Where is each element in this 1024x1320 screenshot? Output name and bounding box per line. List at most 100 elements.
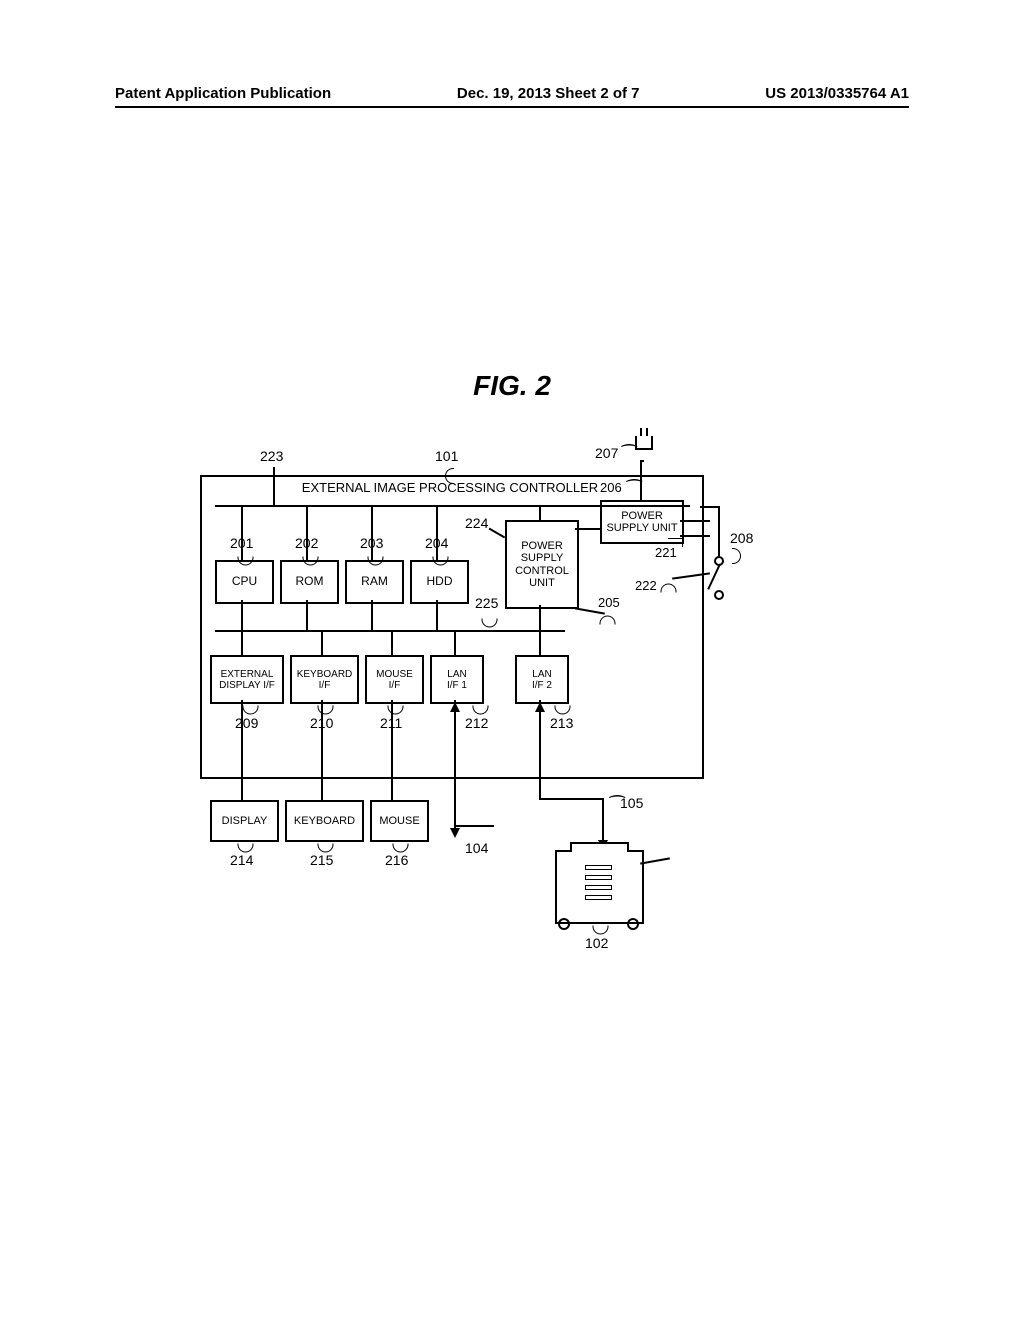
keyboard-if-block: KEYBOARD I/F — [290, 655, 359, 704]
lan1-horiz — [454, 825, 494, 827]
ref-213: 213 — [550, 715, 573, 731]
hdd-down — [436, 600, 438, 630]
ref-211: 211 — [380, 715, 402, 731]
ref-204: 204 — [425, 535, 448, 551]
ref-102: 102 — [585, 935, 608, 951]
keyboard-block: KEYBOARD — [285, 800, 364, 842]
ref-208: 208 — [730, 530, 753, 546]
psc-to-lan2 — [539, 605, 541, 655]
printer-tray — [640, 857, 670, 864]
shelf1 — [585, 865, 612, 870]
arrow-lan1-up — [450, 702, 460, 712]
stub-ext — [241, 630, 243, 655]
ref-202: 202 — [295, 535, 318, 551]
display-block: DISPLAY — [210, 800, 279, 842]
display-label: DISPLAY — [222, 815, 268, 827]
ref-201: 201 — [230, 535, 253, 551]
cpu-down — [241, 600, 243, 630]
psc-label: POWER SUPPLY CONTROL UNIT — [515, 540, 569, 588]
ram-down — [371, 600, 373, 630]
wheel-r — [627, 918, 639, 930]
lan1-block: LAN I/F 1 — [430, 655, 484, 704]
conn-lan2-a — [539, 700, 541, 800]
cpu-block: CPU — [215, 560, 274, 604]
shelf3 — [585, 885, 612, 890]
lan2-block: LAN I/F 2 — [515, 655, 569, 704]
cpu-up — [241, 505, 243, 560]
shelf4 — [585, 895, 612, 900]
ref-210: 210 — [310, 715, 333, 731]
cpu-label: CPU — [232, 575, 257, 588]
ref-104: 104 — [465, 840, 488, 856]
wheel-l — [558, 918, 570, 930]
psu-plug-line-h — [640, 460, 644, 462]
ref-221: 221 — [655, 545, 677, 560]
ext-disp-if-label: EXTERNAL DISPLAY I/F — [219, 669, 275, 691]
line-out-right — [718, 506, 720, 561]
block-diagram: EXTERNAL IMAGE PROCESSING CONTROLLER CPU… — [200, 420, 800, 940]
header-right: US 2013/0335764 A1 — [765, 85, 909, 102]
lead-101 — [445, 468, 454, 484]
hdd-block: HDD — [410, 560, 469, 604]
header-center: Dec. 19, 2013 Sheet 2 of 7 — [457, 85, 640, 102]
ref-223: 223 — [260, 448, 283, 464]
shelf2 — [585, 875, 612, 880]
psu-psc-line — [575, 528, 600, 530]
ref-209: 209 — [235, 715, 258, 731]
ref-222: 222 — [635, 578, 657, 593]
keyboard-label: KEYBOARD — [294, 815, 355, 827]
ref-216: 216 — [385, 852, 408, 868]
hdd-up — [436, 505, 438, 560]
ref-207: 207 — [595, 445, 618, 461]
header-left: Patent Application Publication — [115, 85, 331, 102]
arrow-lan2-up — [535, 702, 545, 712]
rom-down — [306, 600, 308, 630]
rom-label: ROM — [296, 575, 324, 588]
c205 — [600, 616, 616, 625]
line-out-top — [700, 506, 720, 508]
ext-display-if-block: EXTERNAL DISPLAY I/F — [210, 655, 284, 704]
bus-line-1 — [215, 630, 565, 632]
ref-215: 215 — [310, 852, 333, 868]
lan1-label: LAN I/F 1 — [447, 669, 467, 691]
ref-224: 224 — [465, 515, 488, 531]
ref-225: 225 — [475, 595, 498, 611]
ref-101: 101 — [435, 448, 458, 464]
c102 — [593, 926, 609, 935]
bus-line-top — [215, 505, 690, 507]
ram-label: RAM — [361, 575, 388, 588]
stub-lan1 — [454, 630, 456, 655]
figure-title: FIG. 2 — [0, 370, 1024, 402]
lead-223 — [273, 467, 275, 505]
psu-label: POWER SUPPLY UNIT — [606, 510, 677, 534]
page: Patent Application Publication Dec. 19, … — [0, 0, 1024, 1320]
line-221 — [680, 520, 710, 522]
ref-205: 205 — [598, 595, 620, 610]
mouse-label: MOUSE — [379, 815, 419, 827]
mouse-if-label: MOUSE I/F — [376, 669, 413, 691]
mouse-block: MOUSE — [370, 800, 429, 842]
ref-203: 203 — [360, 535, 383, 551]
psc-up — [539, 505, 541, 520]
kbd-if-label: KEYBOARD I/F — [297, 669, 353, 691]
ref-212: 212 — [465, 715, 488, 731]
printer-top — [570, 842, 629, 852]
line-222 — [680, 535, 710, 537]
ref-206: 206 — [600, 480, 622, 495]
lead-221 — [668, 538, 683, 547]
mouse-if-block: MOUSE I/F — [365, 655, 424, 704]
rom-block: ROM — [280, 560, 339, 604]
conn-lan1-down — [454, 700, 456, 830]
psc-block: POWER SUPPLY CONTROL UNIT — [505, 520, 579, 609]
switch-arm — [707, 564, 721, 590]
hdd-label: HDD — [427, 575, 453, 588]
stub-kbd — [321, 630, 323, 655]
c208 — [732, 548, 741, 564]
stub-mouse — [391, 630, 393, 655]
ram-block: RAM — [345, 560, 404, 604]
arrow-104 — [450, 828, 460, 838]
conn-lan2-b — [539, 798, 604, 800]
rom-up — [306, 505, 308, 560]
c222 — [661, 584, 677, 593]
lan2-label: LAN I/F 2 — [532, 669, 552, 691]
